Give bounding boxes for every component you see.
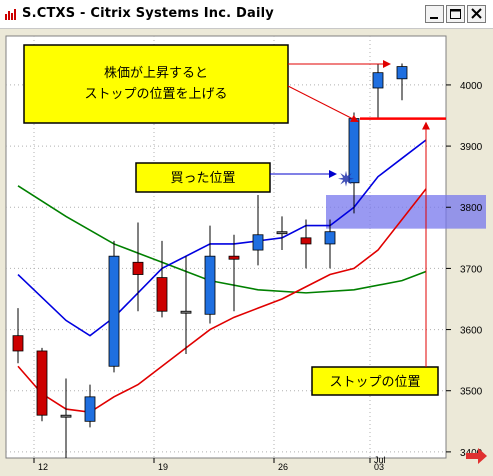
window-title: S.CTXS - Citrix Systems Inc. Daily — [22, 6, 274, 21]
highlight-zone-layer — [326, 195, 486, 229]
x-tick-label: 26 — [278, 462, 288, 472]
entry-callout: 買った位置 — [135, 162, 271, 193]
main-callout: 株価が上昇すると ストップの位置を上げる — [23, 44, 289, 124]
title-bar[interactable]: S.CTXS - Citrix Systems Inc. Daily — [0, 0, 493, 29]
x-tick-label: 12 — [38, 462, 48, 472]
main-callout-line-2: ストップの位置を上げる — [84, 87, 227, 102]
candle-body — [228, 255, 240, 260]
stop-callout: ストップの位置 — [311, 366, 439, 396]
y-tick-label: 3800 — [460, 203, 483, 214]
entry-zone — [326, 195, 486, 229]
main-callout-line-1: 株価が上昇すると — [104, 66, 208, 81]
candle-body — [252, 234, 264, 251]
y-tick-label: 4000 — [460, 81, 483, 92]
y-tick-label: 3600 — [460, 326, 483, 337]
candle-body — [324, 231, 336, 245]
candle-body — [12, 335, 24, 352]
entry-marker-icon — [338, 170, 354, 187]
minimize-icon — [430, 17, 438, 19]
y-tick-label: 3900 — [460, 142, 483, 153]
candle-body — [36, 350, 48, 416]
x-tick-label: Jul — [374, 455, 386, 465]
candle-body — [156, 277, 168, 312]
x-tick-label: 19 — [158, 462, 168, 472]
candle-body — [372, 72, 384, 89]
stop-layer — [338, 117, 446, 187]
scroll-right-arrow-icon[interactable] — [466, 448, 487, 464]
candle-body — [84, 396, 96, 422]
close-icon — [471, 8, 482, 19]
candle-body — [276, 231, 288, 235]
close-button[interactable] — [467, 5, 486, 23]
entry-callout-label: 買った位置 — [170, 171, 235, 186]
annotation-arrows — [270, 60, 430, 367]
app-chart-icon — [4, 7, 18, 21]
candle-body — [180, 310, 192, 314]
callout-arrow-stop-line — [287, 85, 359, 122]
candle-body — [348, 118, 360, 184]
candle-body — [204, 255, 216, 315]
stop-callout-label: ストップの位置 — [329, 375, 420, 390]
minimize-button[interactable] — [425, 5, 444, 23]
maximize-button[interactable] — [446, 5, 465, 23]
y-tick-label: 3700 — [460, 264, 483, 275]
y-tick-label: 3500 — [460, 387, 483, 398]
candle-body — [60, 414, 72, 418]
candle-body — [108, 255, 120, 367]
maximize-icon — [450, 9, 461, 19]
candles-layer — [12, 63, 408, 458]
candle-body — [132, 261, 144, 275]
x-tick-label: 03 — [374, 462, 384, 472]
candle-body — [300, 237, 312, 245]
candlestick-chart: 3400350036003700380039004000121926Jul03 … — [5, 35, 487, 472]
candle-body — [396, 66, 408, 80]
